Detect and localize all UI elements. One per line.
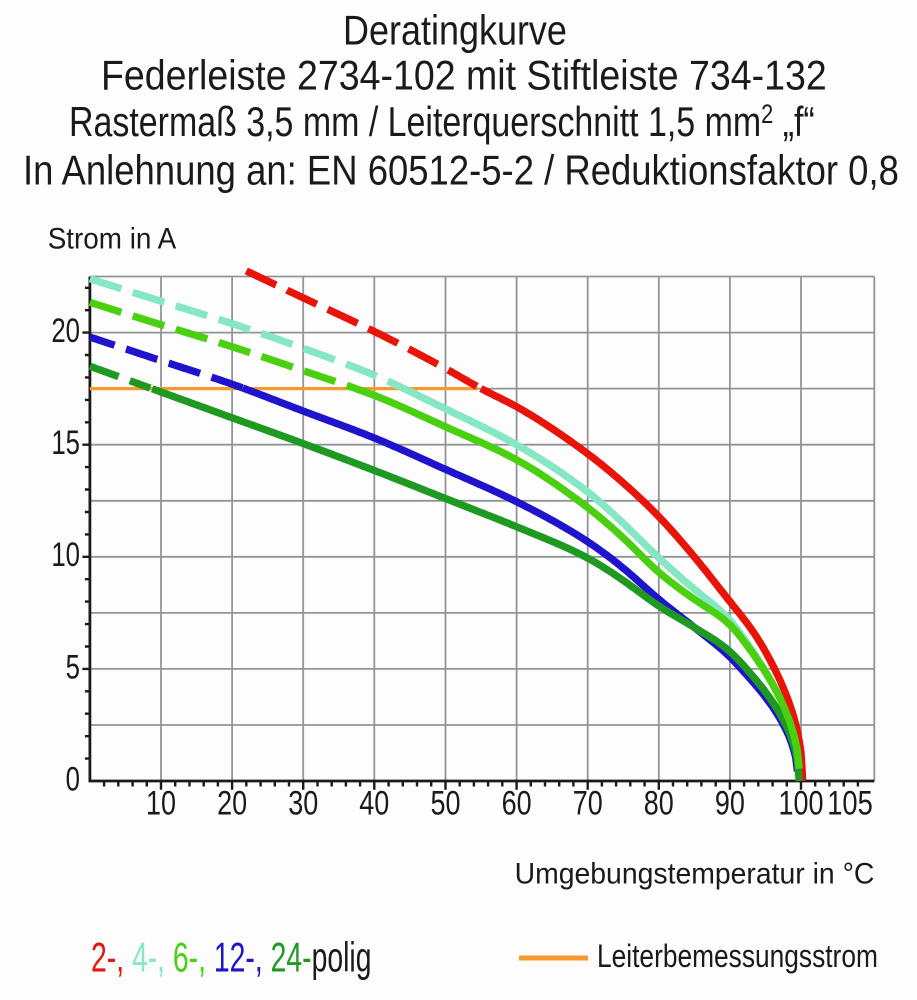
svg-text:60: 60 — [502, 783, 532, 822]
svg-text:0: 0 — [66, 761, 80, 798]
svg-text:Rastermaß 3,5 mm / Leiterquers: Rastermaß 3,5 mm / Leiterquerschnitt 1,5… — [69, 99, 815, 146]
svg-text:2-, 4-, 6-, 12-, 24-polig: 2-, 4-, 6-, 12-, 24-polig — [91, 934, 371, 981]
svg-text:Umgebungstemperatur in °C: Umgebungstemperatur in °C — [515, 858, 875, 891]
svg-text:10: 10 — [146, 783, 176, 822]
svg-text:Deratingkurve: Deratingkurve — [343, 8, 567, 54]
svg-text:20: 20 — [217, 783, 247, 822]
svg-text:105: 105 — [827, 783, 873, 822]
svg-text:90: 90 — [715, 783, 745, 822]
svg-text:50: 50 — [431, 783, 461, 822]
svg-text:15: 15 — [51, 425, 80, 462]
svg-text:20: 20 — [51, 313, 80, 350]
svg-text:80: 80 — [644, 783, 674, 822]
svg-text:40: 40 — [359, 783, 389, 822]
svg-text:100: 100 — [779, 783, 824, 822]
svg-text:5: 5 — [66, 649, 80, 686]
svg-text:10: 10 — [51, 537, 80, 574]
svg-text:Federleiste 2734-102 mit Stift: Federleiste 2734-102 mit Stiftleiste 734… — [101, 53, 827, 99]
svg-text:Leiterbemessungsstrom: Leiterbemessungsstrom — [597, 938, 878, 974]
svg-text:Strom in A: Strom in A — [48, 222, 177, 255]
svg-text:70: 70 — [573, 783, 603, 822]
svg-text:In Anlehnung an: EN 60512-5-2: In Anlehnung an: EN 60512-5-2 / Reduktio… — [23, 147, 899, 194]
svg-text:30: 30 — [288, 783, 318, 822]
